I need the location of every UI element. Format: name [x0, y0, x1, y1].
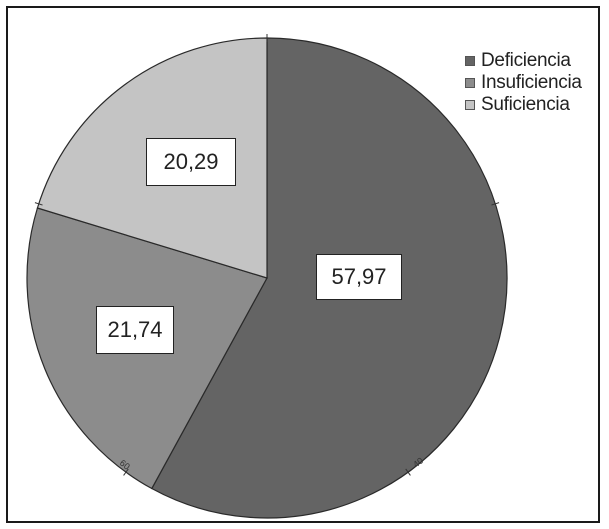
- data-label-insuficiencia: 21,74: [96, 306, 174, 354]
- legend-item-suficiencia: Suficiencia: [465, 94, 582, 116]
- tick-label-60: 60: [118, 458, 132, 472]
- data-label-deficiencia: 57,97: [316, 254, 402, 300]
- tick-label-40: 40: [411, 456, 425, 470]
- legend-swatch-suficiencia: [465, 100, 475, 110]
- legend-swatch-deficiencia: [465, 56, 475, 66]
- legend-label-insuficiencia: Insuficiencia: [481, 72, 582, 93]
- legend: Deficiencia Insuficiencia Suficiencia: [465, 50, 582, 116]
- data-label-suficiencia: 20,29: [146, 138, 236, 186]
- legend-item-deficiencia: Deficiencia: [465, 50, 582, 72]
- circumference-tick: [405, 468, 411, 476]
- circumference-tick: [123, 468, 129, 476]
- legend-item-insuficiencia: Insuficiencia: [465, 72, 582, 94]
- legend-label-suficiencia: Suficiencia: [481, 94, 570, 115]
- legend-label-deficiencia: Deficiencia: [481, 50, 571, 71]
- legend-swatch-insuficiencia: [465, 78, 475, 88]
- circumference-tick: [34, 202, 43, 206]
- chart-frame: 40 60 Deficiencia Insuficiencia Suficienc…: [6, 6, 600, 523]
- circumference-tick: [491, 202, 500, 206]
